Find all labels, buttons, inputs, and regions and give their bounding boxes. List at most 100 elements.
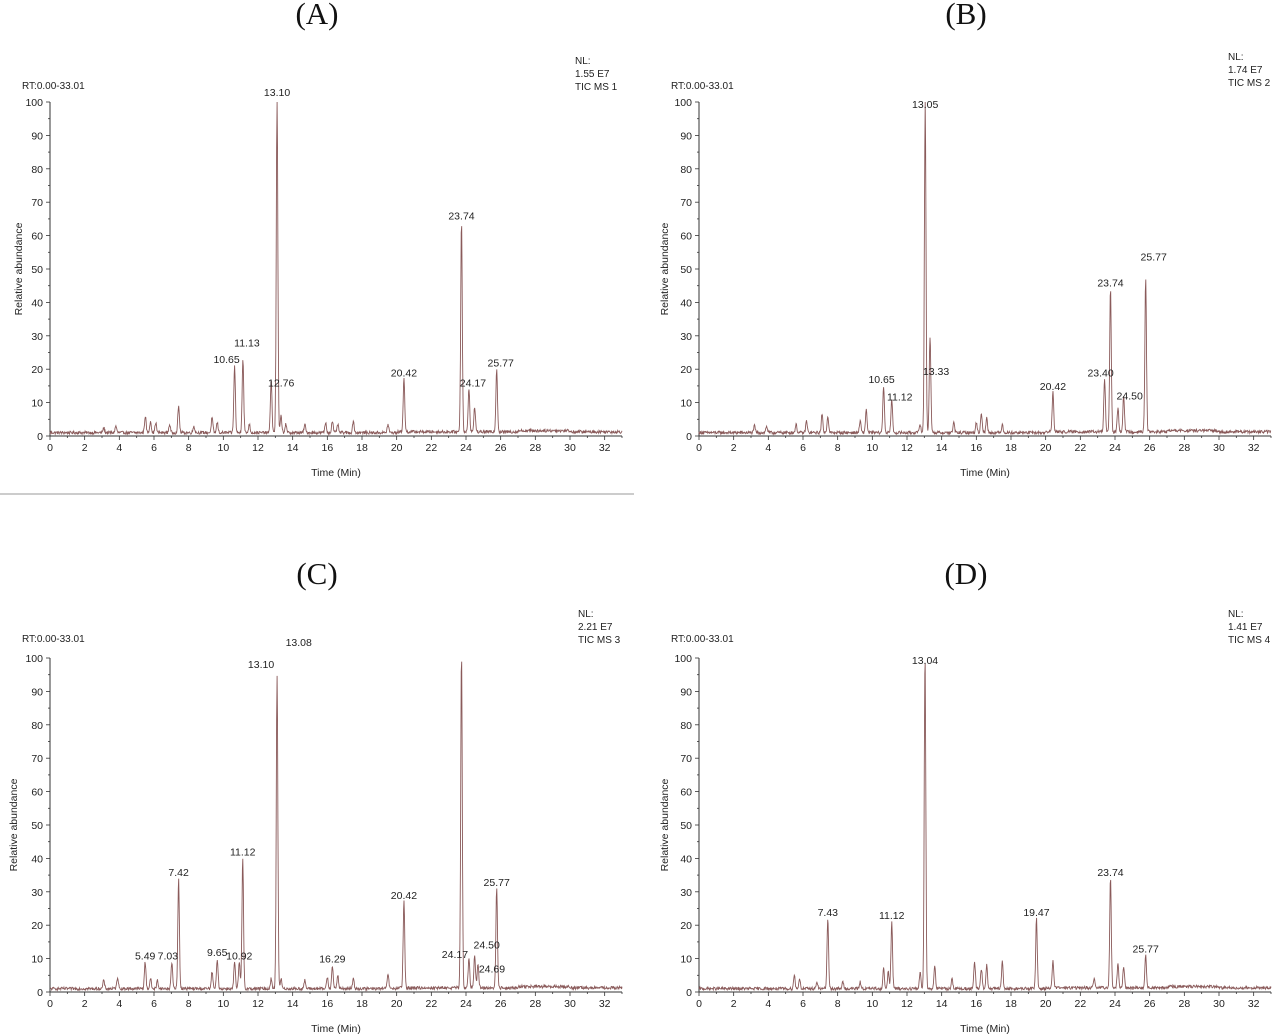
- y-tick-label: 50: [31, 264, 43, 276]
- x-axis-title: Time (Min): [960, 1023, 1010, 1035]
- y-tick-label: 80: [680, 720, 692, 732]
- y-tick-label: 0: [686, 987, 692, 999]
- y-tick-label: 20: [31, 920, 43, 932]
- peak-label: 9.65: [207, 947, 228, 959]
- x-tick-label: 26: [1144, 998, 1156, 1010]
- y-tick-label: 30: [31, 331, 43, 343]
- peak-label: 10.92: [226, 950, 252, 962]
- info-line: NL:: [575, 56, 591, 67]
- info-line: NL:: [578, 609, 594, 620]
- x-tick-label: 10: [217, 442, 229, 454]
- x-tick-label: 2: [731, 442, 737, 454]
- x-tick-label: 12: [252, 442, 264, 454]
- peak-label: 25.77: [1141, 251, 1167, 263]
- x-tick-label: 12: [901, 998, 913, 1010]
- x-tick-label: 20: [1040, 442, 1052, 454]
- peak-label: 23.74: [448, 211, 474, 223]
- peak-label: 24.17: [442, 949, 468, 961]
- x-tick-label: 28: [529, 998, 541, 1010]
- x-tick-label: 0: [47, 998, 53, 1010]
- peak-label: 5.49: [135, 950, 156, 962]
- x-tick-label: 32: [599, 998, 611, 1010]
- x-axis-title: Time (Min): [311, 467, 361, 479]
- y-tick-label: 70: [680, 197, 692, 209]
- chromatogram-trace: [698, 101, 1272, 436]
- x-tick-label: 4: [116, 442, 122, 454]
- y-axis-title: Relative abundance: [8, 778, 20, 871]
- y-axis-title: Relative abundance: [13, 222, 25, 315]
- peak-label: 20.42: [391, 368, 417, 380]
- x-tick-label: 6: [151, 998, 157, 1010]
- x-tick-label: 4: [765, 442, 771, 454]
- chromatogram-trace: [698, 662, 1272, 992]
- peak-label: 13.10: [264, 87, 290, 99]
- x-tick-label: 16: [970, 998, 982, 1010]
- peak-label: 19.47: [1023, 907, 1049, 919]
- x-tick-label: 10: [866, 998, 878, 1010]
- x-tick-label: 22: [425, 442, 437, 454]
- x-tick-label: 24: [1109, 442, 1121, 454]
- y-tick-label: 100: [25, 653, 43, 665]
- y-axis-title: Relative abundance: [659, 778, 671, 871]
- y-tick-label: 70: [680, 753, 692, 765]
- x-tick-label: 8: [186, 998, 192, 1010]
- y-tick-label: 40: [31, 853, 43, 865]
- y-tick-label: 100: [674, 653, 692, 665]
- y-tick-label: 40: [31, 297, 43, 309]
- rt-range: RT:0.00-33.01: [22, 81, 85, 92]
- x-tick-label: 22: [425, 998, 437, 1010]
- x-tick-label: 12: [901, 442, 913, 454]
- x-tick-label: 18: [356, 442, 368, 454]
- y-tick-label: 90: [680, 130, 692, 142]
- x-tick-label: 28: [529, 442, 541, 454]
- x-tick-label: 24: [1109, 998, 1121, 1010]
- peak-label: 23.40: [1087, 368, 1113, 380]
- info-line: NL:: [1228, 609, 1244, 620]
- peak-label: 13.33: [923, 366, 949, 378]
- x-tick-label: 6: [800, 442, 806, 454]
- y-tick-label: 60: [31, 787, 43, 799]
- x-axis-title: Time (Min): [960, 467, 1010, 479]
- info-line: TIC MS 2: [1228, 78, 1271, 89]
- y-tick-label: 50: [31, 820, 43, 832]
- y-tick-label: 10: [31, 398, 43, 410]
- x-tick-label: 8: [835, 998, 841, 1010]
- peak-label: 7.03: [158, 950, 179, 962]
- x-tick-label: 14: [936, 998, 948, 1010]
- x-tick-label: 2: [82, 442, 88, 454]
- y-tick-label: 10: [31, 954, 43, 966]
- panel-label: (C): [296, 556, 337, 591]
- x-tick-label: 8: [835, 442, 841, 454]
- x-axis-title: Time (Min): [311, 1023, 361, 1035]
- y-tick-label: 20: [680, 364, 692, 376]
- info-line: TIC MS 4: [1228, 635, 1271, 646]
- peak-label: 16.29: [319, 954, 345, 966]
- info-line: TIC MS 3: [578, 635, 621, 646]
- x-tick-label: 22: [1074, 442, 1086, 454]
- panel-label: (B): [945, 0, 986, 31]
- rt-range: RT:0.00-33.01: [671, 634, 734, 645]
- chromatogram-trace: [49, 101, 623, 436]
- peak-label: 24.50: [474, 940, 500, 952]
- x-tick-label: 10: [217, 998, 229, 1010]
- x-tick-label: 14: [287, 998, 299, 1010]
- y-tick-label: 80: [680, 164, 692, 176]
- x-tick-label: 22: [1074, 998, 1086, 1010]
- x-tick-label: 4: [116, 998, 122, 1010]
- peak-label: 25.77: [488, 358, 514, 370]
- x-tick-label: 30: [1213, 998, 1225, 1010]
- y-tick-label: 0: [37, 987, 43, 999]
- peak-label: 20.42: [1040, 381, 1066, 393]
- x-tick-label: 12: [252, 998, 264, 1010]
- y-tick-label: 60: [680, 231, 692, 243]
- x-tick-label: 0: [47, 442, 53, 454]
- y-tick-label: 80: [31, 164, 43, 176]
- peak-label: 10.65: [213, 354, 239, 366]
- x-tick-label: 14: [287, 442, 299, 454]
- y-tick-label: 50: [680, 264, 692, 276]
- peak-label: 11.12: [230, 847, 256, 859]
- x-tick-label: 16: [970, 442, 982, 454]
- peak-label: 25.77: [1133, 944, 1159, 956]
